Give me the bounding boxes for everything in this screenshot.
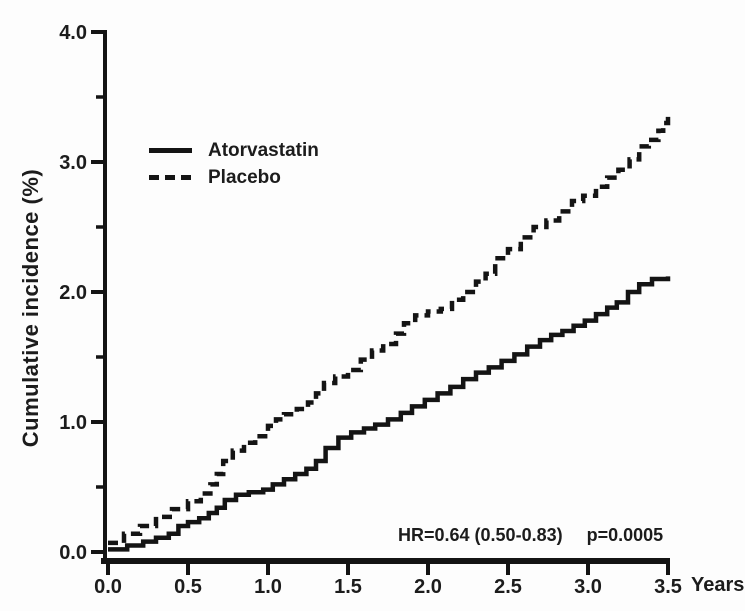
x-tick-label: 0.5 [174,576,202,598]
y-tick-label: 4.0 [59,22,87,44]
x-tick-label: 3.0 [574,576,602,598]
legend-label-atorvastatin: Atorvastatin [208,139,319,161]
y-tick-label: 1.0 [59,412,87,434]
legend: Atorvastatin Placebo [149,137,319,191]
legend-label-placebo: Placebo [208,166,281,188]
x-tick-label: 3.5 [654,576,682,598]
legend-solid-line-icon [149,148,192,153]
hazard-ratio-text: HR=0.64 (0.50-0.83) [398,525,563,545]
legend-dashed-line-icon [149,175,192,180]
y-tick-label: 2.0 [59,282,87,304]
x-tick-label: 1.5 [334,576,362,598]
stats-annotation: HR=0.64 (0.50-0.83) p=0.0005 [398,525,663,546]
x-tick-label: 2.5 [494,576,522,598]
x-tick-label: 2.0 [414,576,442,598]
legend-row-placebo: Placebo [149,164,319,191]
y-axis-title: Cumulative incidence (%) [18,168,43,448]
x-tick-label: 1.0 [254,576,282,598]
x-tick-label: 0.0 [94,576,122,598]
y-tick-label: 3.0 [59,152,87,174]
y-tick-label: 0.0 [59,542,87,564]
legend-row-atorvastatin: Atorvastatin [149,137,319,164]
p-value-text: p=0.0005 [586,525,664,545]
x-axis-unit-label: Years [691,574,745,596]
series-line-placebo [108,116,671,546]
series-line-atorvastatin [108,276,671,552]
